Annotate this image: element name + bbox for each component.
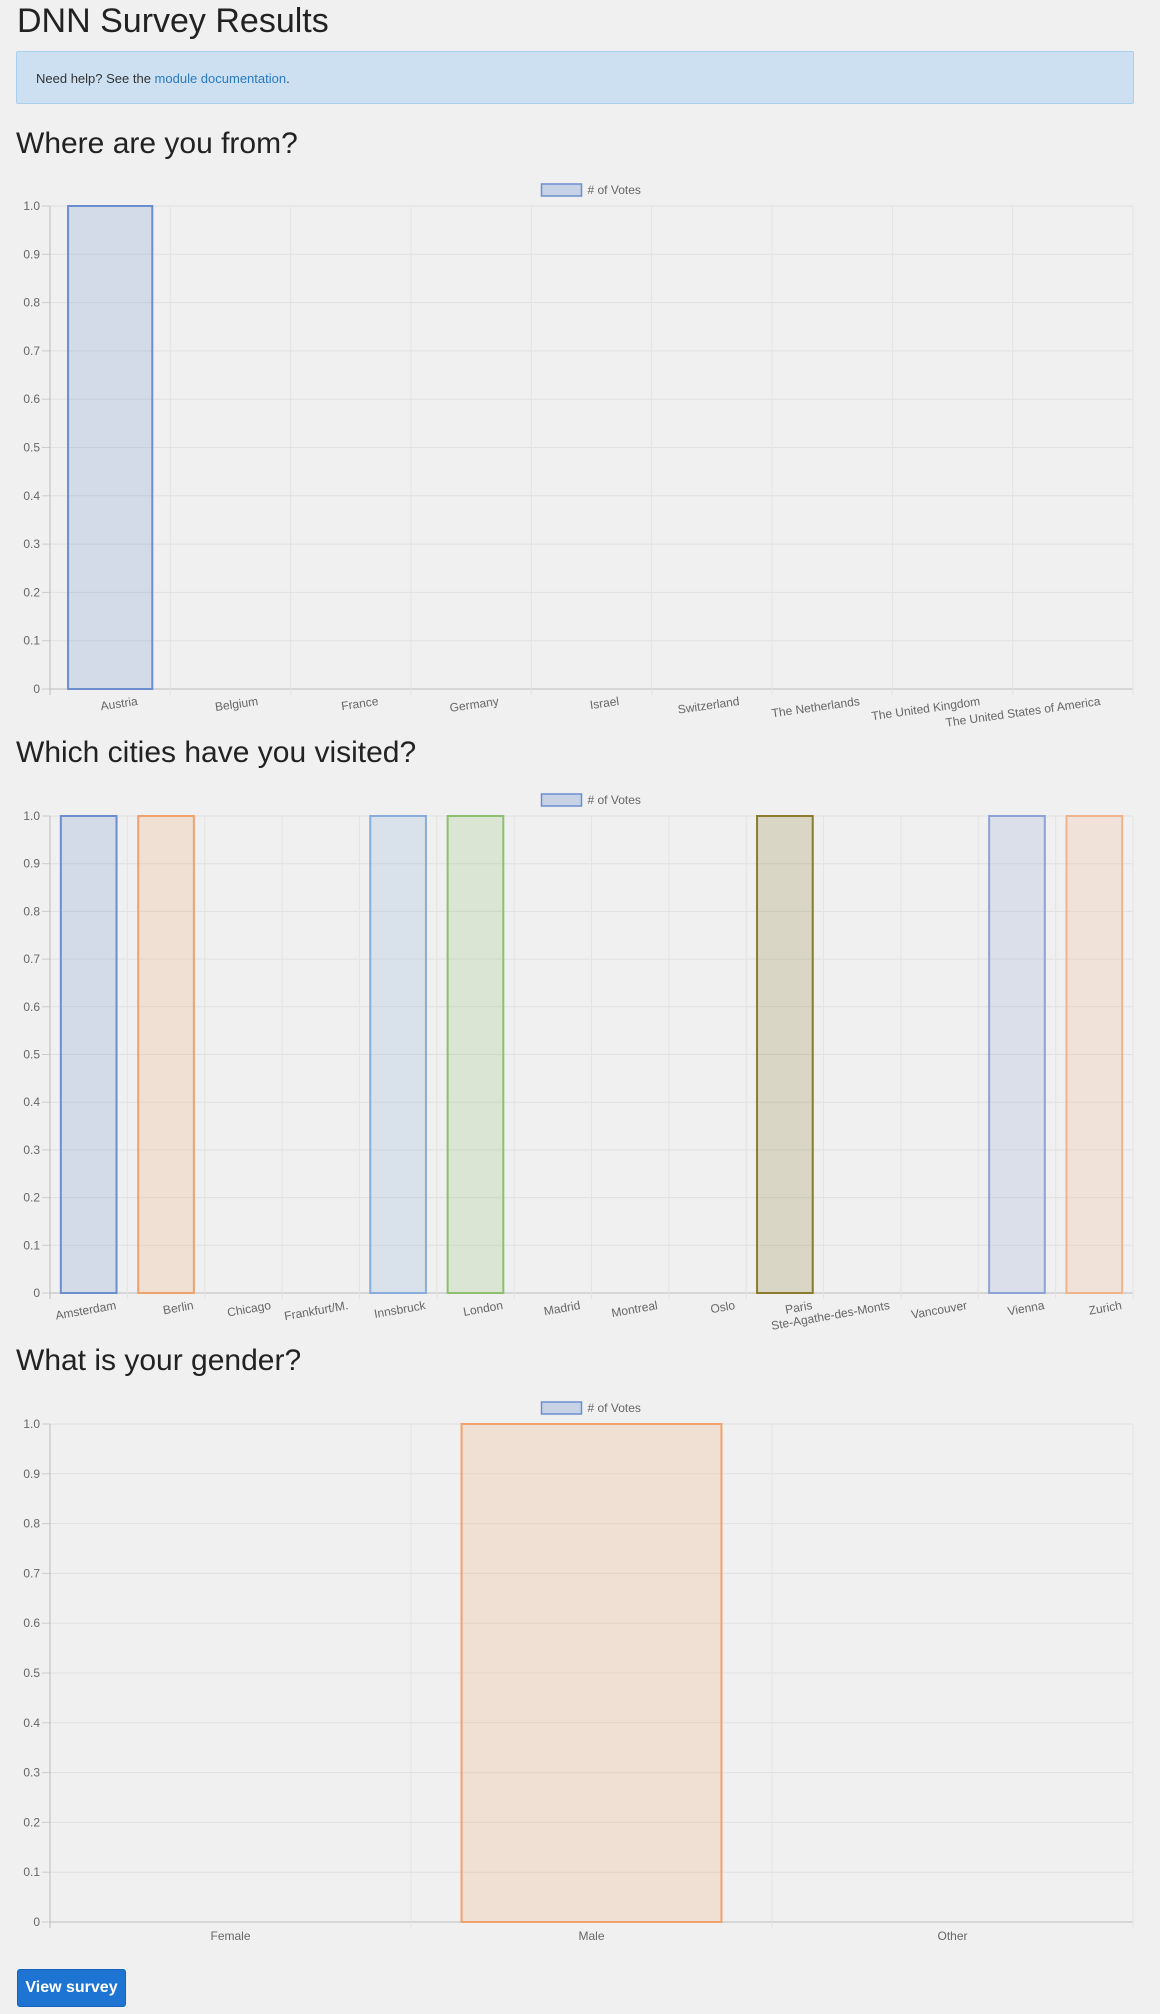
- y-tick-label: 0.7: [23, 1566, 40, 1580]
- y-tick-label: 0.6: [23, 1616, 40, 1630]
- help-text: Need help? See the: [36, 71, 155, 86]
- bar: [137, 815, 195, 1294]
- bar: [988, 815, 1046, 1294]
- y-tick-label: 0.4: [23, 1095, 40, 1109]
- chart-country: # of Votes 0 0.1 0.2 0.3 0.4 0.5 0.6 0.7 0.8 0.9 1.…: [23, 183, 1134, 730]
- y-tick-label: 0.6: [23, 392, 40, 406]
- bar: [369, 815, 427, 1294]
- x-tick-label: Other: [937, 1929, 967, 1943]
- chart-legend: # of Votes: [540, 793, 641, 807]
- legend-swatch: [540, 1401, 583, 1415]
- x-tick-label: Paris: [784, 1298, 813, 1317]
- y-tick-label: 0.3: [23, 1766, 40, 1780]
- y-tick-label: 0.5: [23, 1048, 40, 1062]
- x-tick-label: Chicago: [226, 1298, 272, 1319]
- x-tick-label: Male: [578, 1929, 604, 1943]
- legend-label: # of Votes: [588, 183, 641, 197]
- module-documentation-link[interactable]: module documentation: [154, 71, 287, 86]
- y-tick-label: 0.3: [23, 1143, 40, 1157]
- x-tick-label: Berlin: [162, 1298, 195, 1317]
- y-tick-label: 0.1: [23, 634, 40, 648]
- y-tick-label: 1.0: [23, 199, 40, 213]
- x-tick-label: France: [340, 694, 379, 713]
- y-tick-label: 0.4: [23, 1716, 40, 1730]
- bar: [446, 815, 505, 1294]
- x-tick-label: Zurich: [1088, 1298, 1123, 1318]
- view-survey-button[interactable]: View survey: [17, 1969, 126, 2007]
- x-tick-label: Israel: [589, 694, 620, 712]
- legend-swatch: [540, 183, 583, 197]
- y-tick-label: 0.2: [23, 1191, 40, 1205]
- x-tick-label: Amsterdam: [54, 1298, 117, 1322]
- x-tick-label: Vancouver: [910, 1298, 968, 1322]
- y-tick-label: 0.7: [23, 952, 40, 966]
- question-title-cities: Which cities have you visited?: [16, 736, 417, 769]
- y-tick-label: 0.7: [23, 344, 40, 358]
- x-tick-label: Austria: [100, 694, 139, 713]
- legend-swatch: [540, 793, 583, 807]
- x-tick-label: Madrid: [543, 1298, 582, 1318]
- y-tick-label: 0.4: [23, 489, 40, 503]
- y-tick-label: 1.0: [23, 809, 40, 823]
- y-tick-label: 0.1: [23, 1865, 40, 1879]
- x-tick-label: Frankfurt/M.: [283, 1298, 349, 1323]
- y-tick-label: 0.5: [23, 1666, 40, 1680]
- x-tick-label: Switzerland: [677, 694, 740, 716]
- x-tick-label: Montreal: [610, 1298, 658, 1320]
- x-tick-label: Belgium: [214, 694, 259, 714]
- bar: [1065, 815, 1124, 1294]
- bar: [67, 205, 154, 690]
- y-tick-label: 0.8: [23, 296, 40, 310]
- y-tick-label: 0: [33, 1915, 40, 1929]
- y-tick-label: 0.3: [23, 537, 40, 551]
- y-tick-label: 0.9: [23, 247, 40, 261]
- legend-label: # of Votes: [588, 793, 641, 807]
- x-tick-label: London: [462, 1298, 504, 1319]
- bar: [59, 815, 118, 1294]
- x-tick-label: Vienna: [1006, 1298, 1045, 1318]
- bar: [756, 815, 814, 1294]
- chart-cities: # of Votes 0 0.1 0.2 0.3 0.4 0.5 0.6 0.7 0.8 0.9 1.…: [23, 793, 1134, 1333]
- x-tick-label: The Netherlands: [771, 694, 861, 720]
- question-title-country: Where are you from?: [16, 127, 298, 160]
- x-tick-label: Oslo: [709, 1298, 736, 1316]
- y-tick-label: 0: [33, 1286, 40, 1300]
- y-tick-label: 0: [33, 682, 40, 696]
- y-tick-label: 0.1: [23, 1238, 40, 1252]
- y-tick-label: 0.5: [23, 441, 40, 455]
- x-tick-label: Germany: [449, 694, 500, 715]
- help-alert: Need help? See the module documentation.: [16, 51, 1134, 104]
- y-tick-label: 0.6: [23, 1000, 40, 1014]
- chart-gender: # of Votes 0 0.1 0.2 0.3 0.4 0.5 0.6 0.7 0.8 0.9 1.…: [23, 1401, 1134, 1943]
- help-suffix: .: [286, 71, 290, 86]
- bar: [460, 1423, 723, 1923]
- y-tick-label: 0.9: [23, 1467, 40, 1481]
- y-tick-label: 1.0: [23, 1417, 40, 1431]
- page-title: DNN Survey Results: [17, 2, 329, 40]
- chart-legend: # of Votes: [540, 1401, 641, 1415]
- y-tick-label: 0.2: [23, 1815, 40, 1829]
- x-tick-label: Innsbruck: [373, 1298, 428, 1321]
- y-tick-label: 0.9: [23, 857, 40, 871]
- y-tick-label: 0.8: [23, 904, 40, 918]
- chart-legend: # of Votes: [540, 183, 641, 197]
- legend-label: # of Votes: [588, 1401, 641, 1415]
- question-title-gender: What is your gender?: [16, 1344, 302, 1377]
- y-tick-label: 0.2: [23, 585, 40, 599]
- x-tick-label: Female: [210, 1929, 250, 1943]
- y-tick-label: 0.8: [23, 1517, 40, 1531]
